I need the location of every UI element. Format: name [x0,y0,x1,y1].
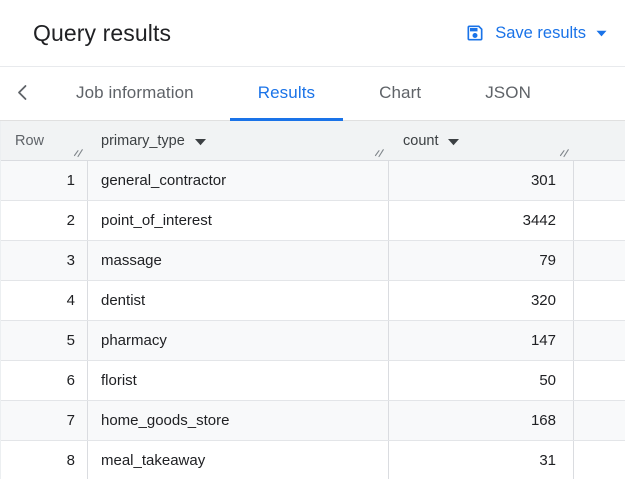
filler-cell [574,161,625,200]
row-number-cell: 2 [1,201,88,240]
primary-type-cell: meal_takeaway [88,441,389,479]
filler-cell [574,241,625,280]
primary-type-cell: dentist [88,281,389,320]
column-label: primary_type [101,132,185,149]
table-row: 5 pharmacy 147 [1,321,625,361]
column-resize-handle[interactable] [372,144,386,158]
count-cell: 79 [389,241,574,280]
primary-type-cell: pharmacy [88,321,389,360]
row-number-cell: 4 [1,281,88,320]
count-cell: 31 [389,441,574,479]
table-row: 6 florist 50 [1,361,625,401]
tab-bar: Job information Results Chart JSON [0,67,625,121]
titlebar: Query results Save results [0,0,625,67]
tab-json[interactable]: JSON [485,82,531,102]
column-resize-handle[interactable] [557,144,571,158]
column-header-filler [574,121,625,160]
count-cell: 3442 [389,201,574,240]
save-icon [465,23,485,43]
table-row: 1 general_contractor 301 [1,161,625,201]
back-button[interactable] [14,67,48,120]
column-header-row: Row [1,121,88,160]
save-results-button[interactable]: Save results [463,19,609,47]
primary-type-cell: home_goods_store [88,401,389,440]
primary-type-cell: florist [88,361,389,400]
column-header-primary-type: primary_type [88,121,389,160]
filler-cell [574,201,625,240]
tab-results[interactable]: Results [229,67,344,121]
column-label: Row [15,132,45,149]
count-cell: 147 [389,321,574,360]
filler-cell [574,361,625,400]
column-sort-caret-icon[interactable] [447,138,460,146]
count-cell: 320 [389,281,574,320]
row-number-cell: 7 [1,401,88,440]
primary-type-cell: point_of_interest [88,201,389,240]
table-row: 2 point_of_interest 3442 [1,201,625,241]
table-row: 7 home_goods_store 168 [1,401,625,441]
caret-down-icon [596,30,607,37]
row-number-cell: 5 [1,321,88,360]
count-cell: 50 [389,361,574,400]
column-header-count: count [389,121,574,160]
column-sort-caret-icon[interactable] [194,138,207,146]
table-row: 8 meal_takeaway 31 [1,441,625,479]
chevron-left-icon [16,84,28,104]
tab-chart[interactable]: Chart [379,82,422,102]
save-results-label: Save results [495,23,586,42]
row-number-cell: 8 [1,441,88,479]
table-row: 4 dentist 320 [1,281,625,321]
primary-type-cell: massage [88,241,389,280]
filler-cell [574,281,625,320]
count-cell: 301 [389,161,574,200]
row-number-cell: 6 [1,361,88,400]
filler-cell [574,401,625,440]
column-resize-handle[interactable] [71,144,85,158]
page-title: Query results [33,19,172,46]
tab-job-information[interactable]: Job information [76,82,194,102]
primary-type-cell: general_contractor [88,161,389,200]
filler-cell [574,321,625,360]
row-number-cell: 1 [1,161,88,200]
results-table: Row primary_type coun [0,121,625,479]
count-cell: 168 [389,401,574,440]
table-row: 3 massage 79 [1,241,625,281]
row-number-cell: 3 [1,241,88,280]
table-header-row: Row primary_type coun [1,121,625,161]
column-label: count [403,132,439,149]
filler-cell [574,441,625,479]
